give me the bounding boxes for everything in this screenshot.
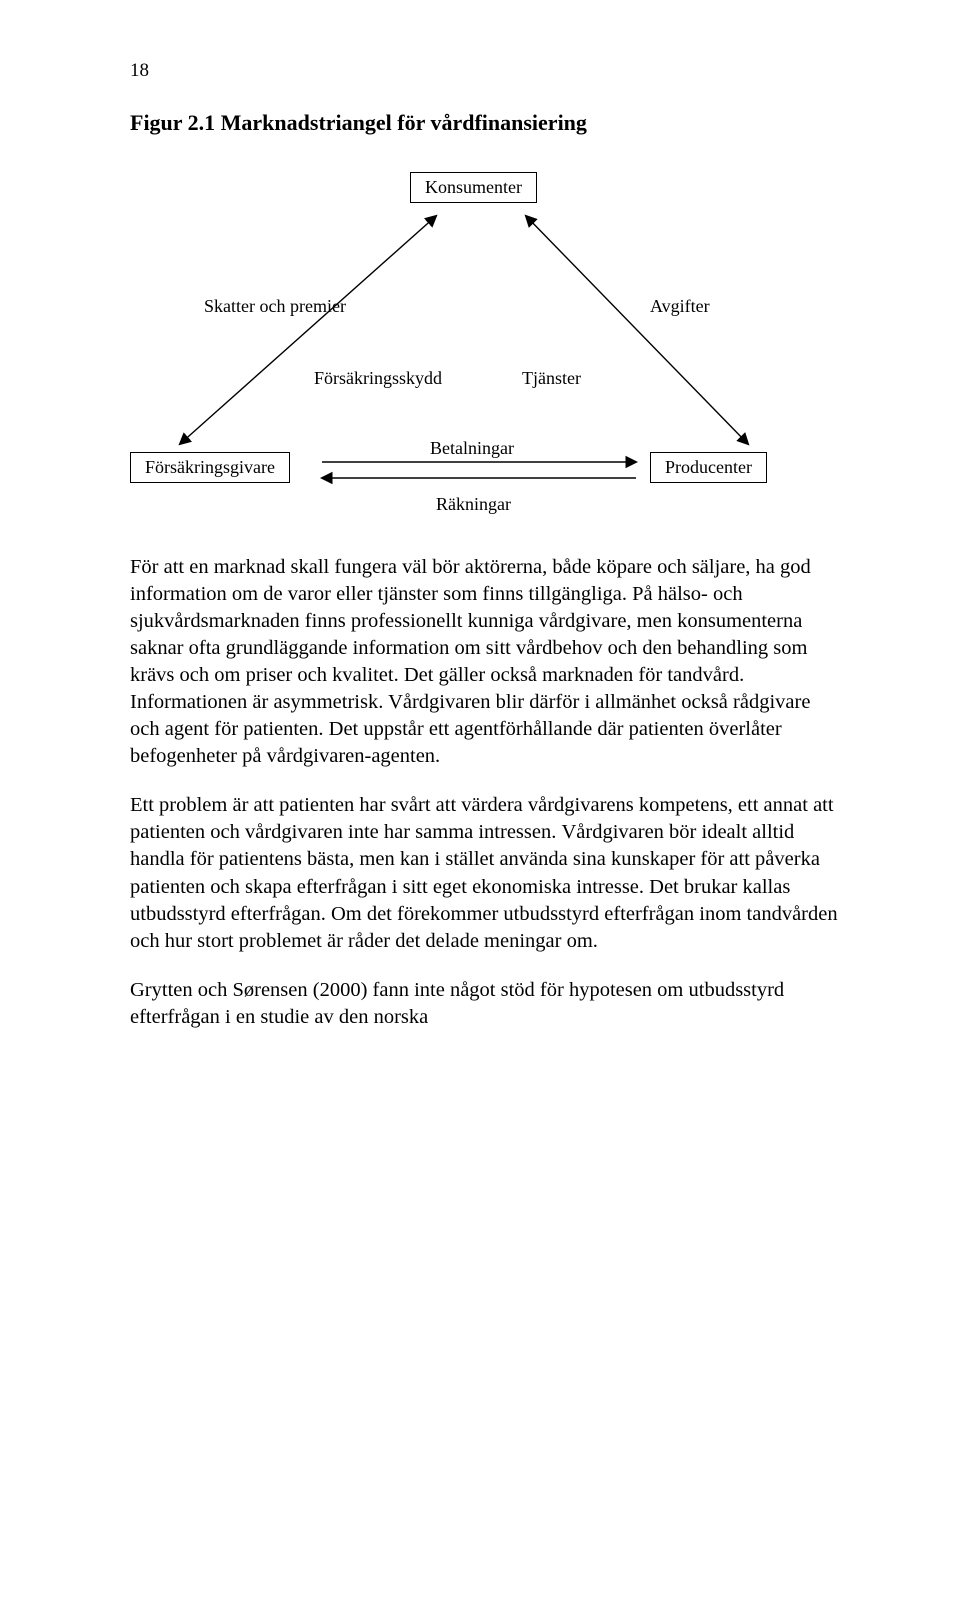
edge-label-tjanster: Tjänster [522,368,581,389]
edge-label-skatter: Skatter och premier [204,296,346,317]
paragraph-3: Grytten och Sørensen (2000) fann inte nå… [130,977,840,1031]
figure-diagram: Konsumenter Försäkringsgivare Producente… [130,172,830,532]
edge-label-rakningar: Räkningar [436,494,511,515]
node-forsakringsgivare: Försäkringsgivare [130,452,290,483]
edge-label-avgifter: Avgifter [650,296,710,317]
page-number: 18 [130,60,840,82]
figure-title: Figur 2.1 Marknadstriangel för vårdfinan… [130,110,840,136]
paragraph-1: För att en marknad skall fungera väl bör… [130,554,840,770]
edge-label-betalningar: Betalningar [430,438,514,459]
node-label: Producenter [665,457,752,477]
page: 18 Figur 2.1 Marknadstriangel för vårdfi… [0,0,960,1133]
edge-label-forsakringsskydd: Försäkringsskydd [314,368,442,389]
body-text: För att en marknad skall fungera väl bör… [130,554,840,1031]
node-producenter: Producenter [650,452,767,483]
node-label: Konsumenter [425,177,522,197]
node-label: Försäkringsgivare [145,457,275,477]
paragraph-2: Ett problem är att patienten har svårt a… [130,792,840,954]
node-konsumenter: Konsumenter [410,172,537,203]
